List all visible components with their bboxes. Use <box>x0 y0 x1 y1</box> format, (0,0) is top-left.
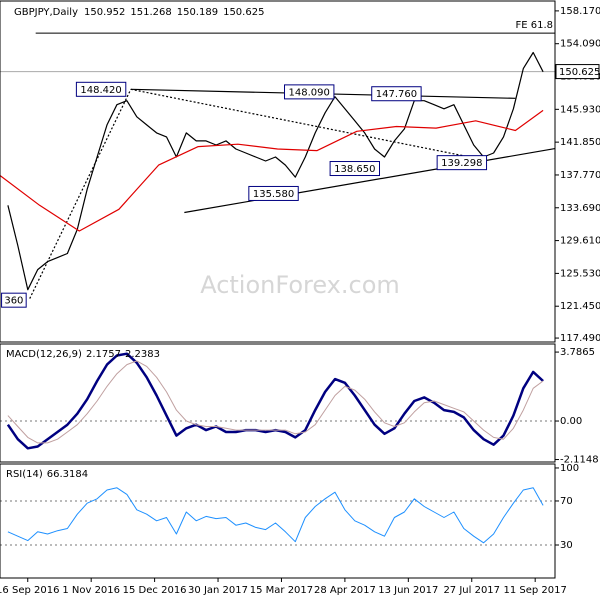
y-tick-label: 158.170 <box>560 6 600 17</box>
y-tick-label: -2.1148 <box>560 455 599 466</box>
x-tick-label: 27 Jul 2017 <box>443 585 500 596</box>
annotation-box <box>284 84 335 100</box>
annotation-label: 148.420 <box>80 85 121 96</box>
indicator-label: MACD(12,26,9) 2.1757 2.2383 <box>6 349 160 360</box>
x-tick-label: 13 Jun 2017 <box>378 585 438 596</box>
indicator-name: MACD(12,26,9) <box>6 349 82 360</box>
indicator-value: 2.1757 <box>86 349 121 360</box>
annotation-label: 138.650 <box>334 164 375 175</box>
price-box <box>555 64 600 80</box>
annotation-label: 360 <box>4 296 23 307</box>
annotation-label: 135.580 <box>253 189 294 200</box>
low: 150.189 <box>177 7 218 18</box>
annotation-box <box>436 155 488 171</box>
y-tick-label: 70 <box>560 496 573 507</box>
watermark: ActionForex.com <box>200 271 400 299</box>
price-label: 150.625 <box>559 67 600 78</box>
series-line <box>7 487 544 544</box>
trendline <box>184 147 556 214</box>
y-tick-label: 154.090 <box>560 39 600 50</box>
indicator-value: 2.2383 <box>125 349 160 360</box>
series-line <box>7 360 544 444</box>
annotation-box <box>1 292 27 308</box>
y-tick-label: 129.610 <box>560 236 600 247</box>
x-tick-label: 11 Sep 2017 <box>503 585 566 596</box>
y-tick-label: 137.770 <box>560 170 600 181</box>
y-tick-label: 3.7865 <box>560 347 595 358</box>
symbol: GBPJPY,Daily <box>14 7 78 18</box>
high: 151.268 <box>130 7 171 18</box>
annotation-label: 148.090 <box>289 87 330 98</box>
series-line <box>7 51 544 291</box>
annotation-box <box>248 185 299 201</box>
y-tick-label: 133.690 <box>560 203 600 214</box>
y-tick-label: 121.450 <box>560 301 600 312</box>
annotation-box <box>371 86 422 102</box>
trendline <box>29 89 132 299</box>
y-tick-label: 145.930 <box>560 104 600 115</box>
y-tick-label: 125.530 <box>560 268 600 279</box>
y-tick-label: 30 <box>560 540 573 551</box>
indicator-value: 66.3184 <box>47 469 88 480</box>
panel-frame <box>0 343 556 463</box>
annotation-label: 139.298 <box>441 158 482 169</box>
annotation-label: 147.760 <box>376 89 417 100</box>
panel-frame <box>0 463 556 579</box>
x-tick-label: 15 Mar 2017 <box>250 585 313 596</box>
indicator-name: RSI(14) <box>6 469 43 480</box>
annotation-box <box>329 161 381 177</box>
x-tick-label: 30 Jan 2017 <box>188 585 248 596</box>
series-line <box>0 109 544 232</box>
annotation-box <box>75 81 127 97</box>
trendline <box>130 88 470 158</box>
close: 150.625 <box>223 7 264 18</box>
y-tick-label: 100 <box>560 463 579 474</box>
level-label: FE 61.8 <box>515 20 553 31</box>
open: 150.952 <box>84 7 125 18</box>
x-tick-label: 28 Apr 2017 <box>314 585 376 596</box>
header: GBPJPY,Daily 150.952 151.268 150.189 150.625 <box>14 7 264 18</box>
y-tick-label: 117.490 <box>560 333 600 344</box>
indicator-label: RSI(14) 66.3184 <box>6 469 88 480</box>
x-tick-label: 15 Dec 2016 <box>123 585 187 596</box>
x-tick-label: 16 Sep 2016 <box>0 585 59 596</box>
panel-frame <box>0 0 556 343</box>
y-tick-label: 141.850 <box>560 137 600 148</box>
y-tick-label: 0.00 <box>560 416 582 427</box>
x-tick-label: 1 Nov 2016 <box>62 585 120 596</box>
